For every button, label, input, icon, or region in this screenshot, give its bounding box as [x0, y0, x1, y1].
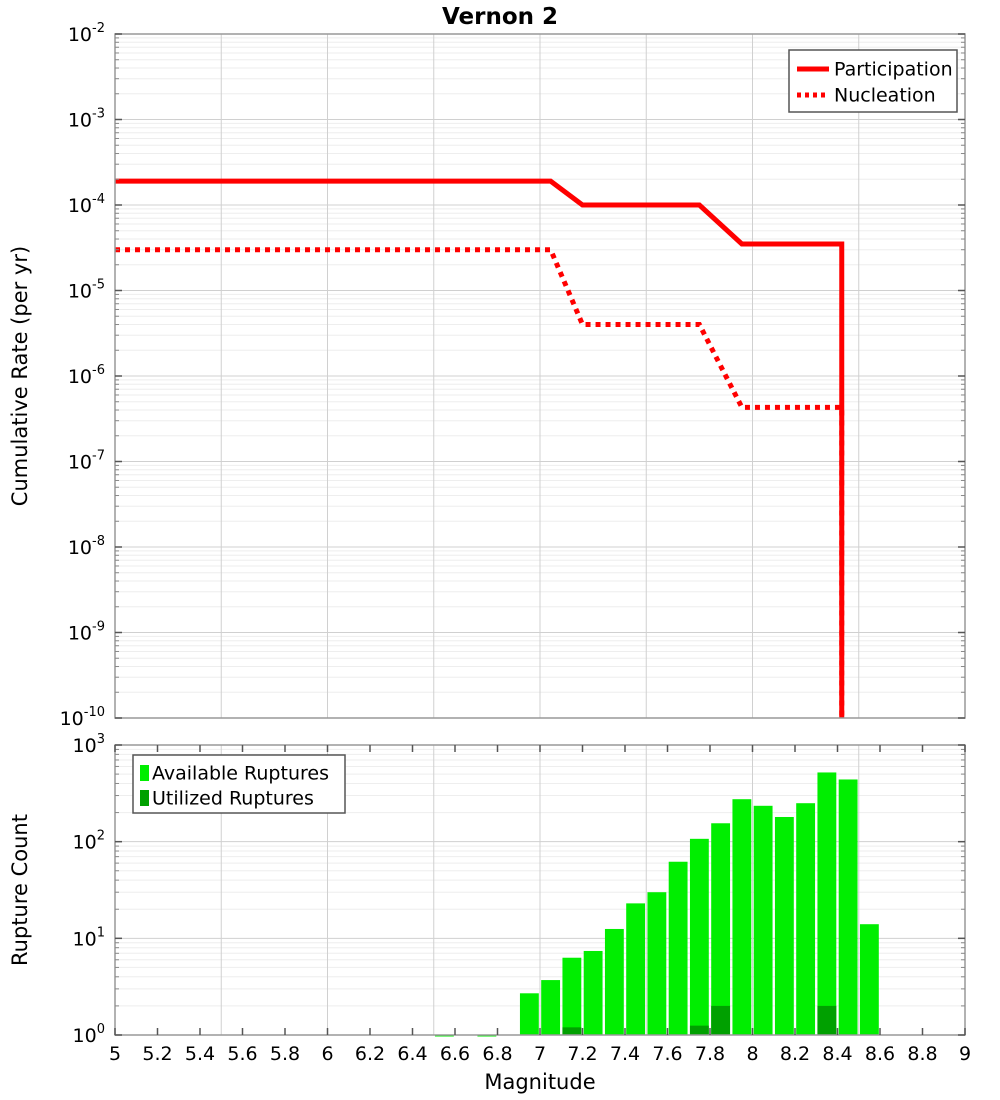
legend-label-participation: Participation	[834, 59, 953, 81]
xtick-label: 5.2	[142, 1043, 172, 1065]
top-legend: Participation Nucleation	[789, 50, 957, 112]
bar-available	[796, 803, 815, 1035]
legend-label-nucleation: Nucleation	[834, 85, 936, 107]
figure-svg: Vernon 2 10-1010-910-810-710-610-510	[0, 0, 1000, 1100]
xtick-label: 6.6	[440, 1043, 470, 1065]
bar-available	[711, 823, 730, 1035]
bottom-legend: Available Ruptures Utilized Ruptures	[133, 755, 345, 813]
bar-available	[754, 806, 773, 1035]
xtick-label: 6.8	[482, 1043, 512, 1065]
bar-available	[690, 839, 709, 1035]
bar-available	[520, 993, 539, 1035]
bottom-yaxis-label: Rupture Count	[8, 814, 32, 966]
bar-available	[541, 980, 560, 1035]
xtick-label: 8	[746, 1043, 758, 1065]
legend-swatch-utilized	[140, 790, 149, 806]
xtick-label: 6.4	[397, 1043, 427, 1065]
bar-available	[626, 903, 645, 1035]
bar-available	[669, 862, 688, 1035]
xtick-label: 5	[109, 1043, 121, 1065]
figure-container: Vernon 2 10-1010-910-810-710-610-510	[0, 0, 1000, 1100]
bar-available	[817, 772, 836, 1035]
bar-available	[584, 951, 603, 1035]
bar-utilized	[562, 1027, 581, 1035]
xtick-label: 9	[959, 1043, 971, 1065]
bar-available	[605, 929, 624, 1035]
xtick-label: 8.8	[907, 1043, 937, 1065]
bar-available	[839, 779, 858, 1035]
xtick-label: 7.8	[695, 1043, 725, 1065]
xtick-label: 7.2	[567, 1043, 597, 1065]
xtick-label: 8.2	[780, 1043, 810, 1065]
legend-label-utilized: Utilized Ruptures	[152, 788, 314, 810]
bar-available	[860, 924, 879, 1035]
top-panel: 10-1010-910-810-710-610-510-410-310-2 Cu…	[8, 21, 965, 730]
page-title: Vernon 2	[442, 4, 558, 30]
xtick-label: 7	[534, 1043, 546, 1065]
bar-available	[647, 892, 666, 1035]
xtick-label: 5.6	[227, 1043, 257, 1065]
xtick-label: 7.6	[652, 1043, 682, 1065]
bar-utilized	[690, 1026, 709, 1035]
bar-available	[775, 817, 794, 1035]
xtick-label: 8.4	[822, 1043, 852, 1065]
bar-utilized	[711, 1006, 730, 1035]
bar-available	[562, 958, 581, 1035]
xtick-label: 8.6	[865, 1043, 895, 1065]
xtick-label: 5.4	[185, 1043, 215, 1065]
bar-available	[732, 799, 751, 1035]
xtick-labels: 5 5.2 5.4 5.6 5.8 6 6.2 6.4 6.6 6.8 7 7.2 7.4 7.6 7.8 8…	[109, 1043, 971, 1065]
xtick-label: 5.8	[270, 1043, 300, 1065]
xtick-label: 6.2	[355, 1043, 385, 1065]
xaxis-label: Magnitude	[484, 1070, 595, 1094]
top-yaxis-label: Cumulative Rate (per yr)	[8, 246, 32, 506]
xtick-label: 7.4	[610, 1043, 640, 1065]
xtick-label: 6	[321, 1043, 333, 1065]
legend-swatch-available	[140, 765, 149, 781]
bar-utilized	[817, 1006, 836, 1035]
legend-label-available: Available Ruptures	[152, 763, 329, 785]
